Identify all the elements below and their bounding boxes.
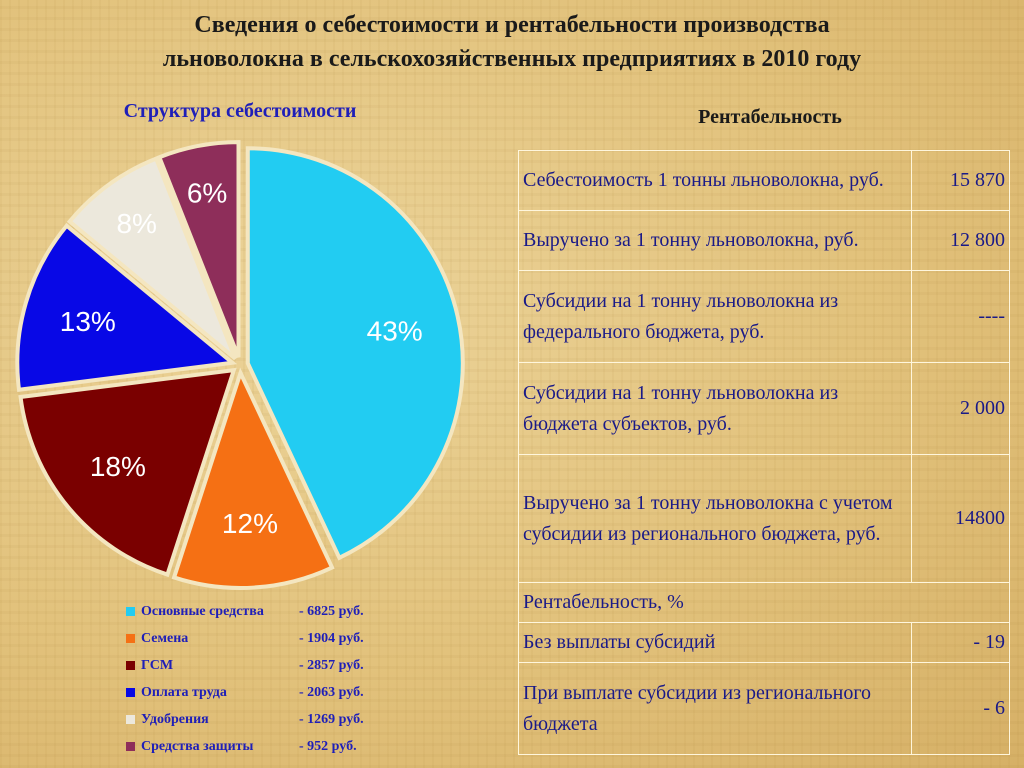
table-subtitle: Рентабельность xyxy=(698,106,842,128)
row-value: - 19 xyxy=(910,622,1011,663)
pie-slice-label: 12% xyxy=(222,508,278,539)
legend-item: ГСМ - 2857 руб. xyxy=(126,652,426,679)
pie-slice-1 xyxy=(171,367,335,590)
row-label: При выплате субсидии из регионального бю… xyxy=(518,662,912,755)
pie-slice-label: 6% xyxy=(187,177,227,208)
legend-label: ГСМ xyxy=(141,657,174,673)
pie-slice-label: 13% xyxy=(60,306,116,337)
legend-item: Семена - 1904 руб. xyxy=(126,625,426,652)
legend-item: Оплата труда - 2063 руб. xyxy=(126,679,426,706)
pie-slice-label: 43% xyxy=(367,315,423,346)
legend-swatch xyxy=(126,742,135,751)
table-row: Выручено за 1 тонну льноволокна с учетом… xyxy=(518,454,1011,583)
cost-structure-pie-chart: 43% 12% 18% 13% 8% 6% xyxy=(15,140,465,590)
legend-label: Основные средства xyxy=(141,603,264,619)
legend-value: - 2063 руб. xyxy=(299,684,364,700)
row-label: Субсидии на 1 тонну льноволокна из бюдже… xyxy=(518,362,912,455)
row-value: - 6 xyxy=(910,662,1011,755)
legend-item: Основные средства - 6825 руб. xyxy=(126,598,426,625)
row-label: Рентабельность, % xyxy=(518,582,1010,623)
legend-label: Средства защиты xyxy=(141,738,254,754)
pie-slice-label: 8% xyxy=(116,208,156,239)
legend-swatch xyxy=(126,661,135,670)
legend-label: Оплата труда xyxy=(141,684,227,700)
title-line-2: льноволокна в сельскохозяйственных предп… xyxy=(162,46,862,72)
table-row: Рентабельность, % xyxy=(518,582,1010,623)
chart-subtitle: Структура себестоимости xyxy=(123,100,357,122)
legend-value: - 952 руб. xyxy=(299,738,357,754)
row-label: Себестоимость 1 тонны льноволокна, руб. xyxy=(518,150,912,211)
pie-slice-4 xyxy=(66,156,238,361)
legend-label: Семена xyxy=(141,630,189,646)
legend-swatch xyxy=(126,607,135,616)
row-label: Выручено за 1 тонну льноволокна, руб. xyxy=(518,210,912,271)
profitability-table: Себестоимость 1 тонны льноволокна, руб. … xyxy=(518,150,1011,755)
row-value: 2 000 xyxy=(910,362,1011,455)
table-row: Субсидии на 1 тонну льноволокна из федер… xyxy=(518,270,1011,363)
legend-swatch xyxy=(126,634,135,643)
pie-slice-5 xyxy=(156,140,241,358)
legend-item: Удобрения - 1269 руб. xyxy=(126,706,426,733)
chart-legend: Основные средства - 6825 руб. Семена - 1904… xyxy=(126,598,426,760)
table-row: Выручено за 1 тонну льноволокна, руб. 12… xyxy=(518,210,1011,271)
legend-swatch xyxy=(126,715,135,724)
table-row: Себестоимость 1 тонны льноволокна, руб. … xyxy=(518,150,1011,211)
pie-slice-0 xyxy=(245,146,465,561)
pie-slice-2 xyxy=(18,367,237,578)
legend-label: Удобрения xyxy=(141,711,209,727)
legend-item: Средства защиты - 952 руб. xyxy=(126,733,426,760)
pie-slice-3 xyxy=(15,222,238,392)
row-label: Без выплаты субсидий xyxy=(518,622,912,663)
page-title: Сведения о себестоимости и рентабельност… xyxy=(0,8,1024,76)
table-row: Без выплаты субсидий - 19 xyxy=(518,622,1011,663)
legend-swatch xyxy=(126,688,135,697)
row-value: 12 800 xyxy=(910,210,1011,271)
legend-value: - 1904 руб. xyxy=(299,630,364,646)
legend-value: - 2857 руб. xyxy=(299,657,364,673)
row-value: 14800 xyxy=(910,454,1011,583)
title-line-1: Сведения о себестоимости и рентабельност… xyxy=(194,12,830,38)
row-label: Выручено за 1 тонну льноволокна с учетом… xyxy=(518,454,912,583)
row-value: 15 870 xyxy=(910,150,1011,211)
table-row: Субсидии на 1 тонну льноволокна из бюдже… xyxy=(518,362,1011,455)
legend-value: - 6825 руб. xyxy=(299,603,364,619)
row-value: ---- xyxy=(910,270,1011,363)
table-row: При выплате субсидии из регионального бю… xyxy=(518,662,1011,755)
pie-slice-label: 18% xyxy=(90,451,146,482)
legend-value: - 1269 руб. xyxy=(299,711,364,727)
row-label: Субсидии на 1 тонну льноволокна из федер… xyxy=(518,270,912,363)
